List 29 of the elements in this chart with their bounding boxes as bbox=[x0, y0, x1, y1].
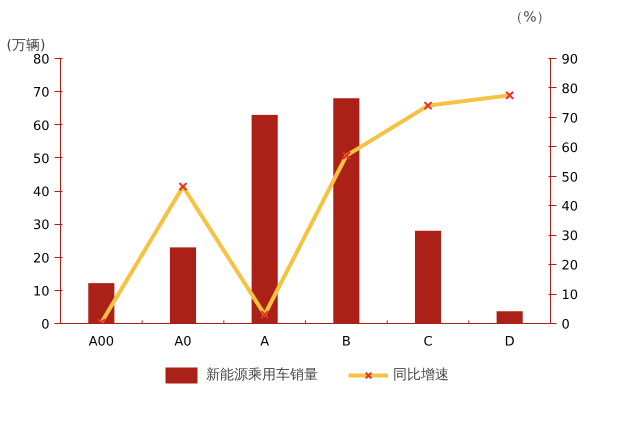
y-tick-label: 20 bbox=[32, 251, 50, 266]
y2-tick-label: 60 bbox=[562, 140, 578, 156]
x-tick-label: D bbox=[504, 334, 515, 350]
legend-label: 同比增速 bbox=[393, 366, 449, 384]
y2-tick-label: 90 bbox=[562, 52, 578, 68]
y-tick-label: 50 bbox=[32, 152, 50, 167]
y2-tick-label: 20 bbox=[562, 258, 578, 274]
y2-tick-label: 0 bbox=[562, 318, 570, 332]
y-tick-label: 0 bbox=[41, 318, 50, 332]
y2-tick-label: 30 bbox=[562, 229, 578, 244]
x-tick-label: A bbox=[260, 334, 270, 350]
y2-tick-label: 50 bbox=[562, 170, 578, 186]
x-tick-label: B bbox=[342, 334, 351, 350]
y-tick-label: 30 bbox=[32, 218, 50, 234]
y-tick-label: 70 bbox=[32, 86, 50, 101]
y-axis-title: (万辆) bbox=[6, 38, 46, 54]
x-tick-label: A0 bbox=[174, 334, 192, 350]
y2-tick-label: 40 bbox=[562, 200, 578, 215]
y2-tick-label: 70 bbox=[562, 111, 578, 126]
y-tick-label: 10 bbox=[32, 284, 50, 300]
y2-axis-title: （%） bbox=[509, 10, 551, 26]
x-tick-label: A00 bbox=[88, 334, 114, 350]
y-tick-label: 60 bbox=[32, 118, 50, 134]
y-tick-label: 40 bbox=[32, 185, 50, 200]
legend-label: 新能源乘用车销量 bbox=[206, 366, 318, 384]
y2-tick-label: 80 bbox=[562, 82, 578, 97]
y-tick-label: 80 bbox=[32, 52, 50, 68]
x-tick-label: C bbox=[423, 334, 433, 350]
y2-tick-label: 10 bbox=[562, 288, 578, 304]
